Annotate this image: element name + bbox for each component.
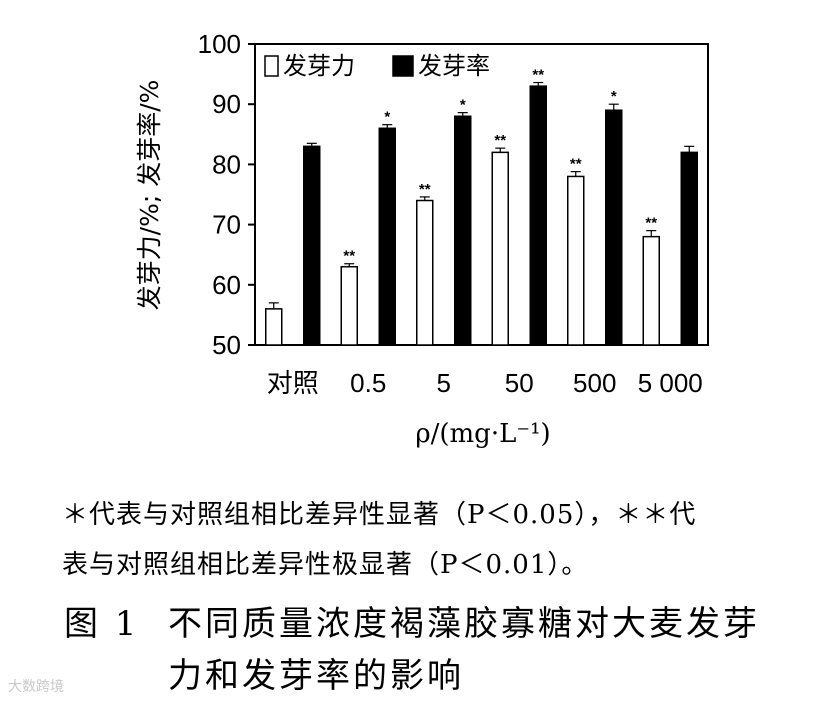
- bar-germination-rate: [378, 127, 396, 346]
- significance-mark: **: [419, 181, 431, 198]
- bar-germination-power: [567, 175, 585, 346]
- y-tick-label: 90: [212, 89, 241, 119]
- bar-germination-power: [265, 308, 283, 346]
- bar-germination-rate: [303, 145, 321, 346]
- significance-mark: *: [611, 88, 617, 105]
- x-tick-label: 5: [437, 368, 451, 398]
- y-tick-label: 60: [212, 270, 241, 300]
- legend-swatch-germination-power: [264, 55, 279, 77]
- x-tick-label: 对照: [267, 368, 319, 398]
- bar-germination-rate: [605, 109, 623, 346]
- bar-germination-power: [642, 235, 660, 346]
- significance-mark: **: [570, 156, 582, 173]
- y-tick-label: 70: [212, 210, 241, 240]
- x-tick-label: 500: [573, 368, 616, 398]
- significance-mark: *: [460, 97, 466, 114]
- significance-mark: *: [384, 109, 390, 126]
- bar-chart: 5060708090100对照***0.5***5****50***500**5…: [135, 29, 709, 449]
- y-tick-label: 50: [212, 330, 241, 360]
- bar-germination-rate: [680, 151, 698, 346]
- x-axis-label: ρ/(mg·L⁻¹): [415, 419, 550, 449]
- legend-label-germination-power: 发芽力: [283, 52, 355, 80]
- x-tick-label: 50: [505, 368, 534, 398]
- footnote-line-1: ＊代表与对照组相比差异性显著（P＜0.05），＊＊代: [62, 500, 697, 530]
- legend-swatch-germination-rate: [392, 55, 414, 77]
- y-axis-label: 发芽力/%; 发芽率/%: [135, 80, 164, 311]
- bar-germination-rate: [454, 115, 472, 346]
- caption-line-2: 力和发芽率的影响: [168, 656, 464, 696]
- x-tick-label: 5 000: [638, 368, 703, 398]
- y-tick-label: 80: [212, 149, 241, 179]
- significance-mark: **: [494, 132, 506, 149]
- caption-line-1: 不同质量浓度褐藻胶寡糖对大麦发芽: [168, 604, 760, 644]
- legend-label-germination-rate: 发芽率: [418, 52, 490, 80]
- significance-mark: **: [645, 215, 657, 232]
- bar-germination-power: [416, 199, 434, 346]
- bar-germination-power: [491, 151, 509, 346]
- x-tick-label: 0.5: [350, 368, 386, 398]
- footnote-line-2: 表与对照组相比差异性极显著（P＜0.01）。: [62, 550, 589, 580]
- watermark: 大数跨境: [8, 679, 64, 695]
- bar-germination-rate: [529, 85, 547, 346]
- plot-frame: [254, 43, 709, 346]
- y-tick-label: 100: [198, 29, 241, 59]
- significance-mark: **: [343, 248, 355, 265]
- figure-label: 图 1: [64, 604, 140, 644]
- bar-germination-power: [340, 265, 358, 346]
- significance-mark: **: [532, 67, 544, 84]
